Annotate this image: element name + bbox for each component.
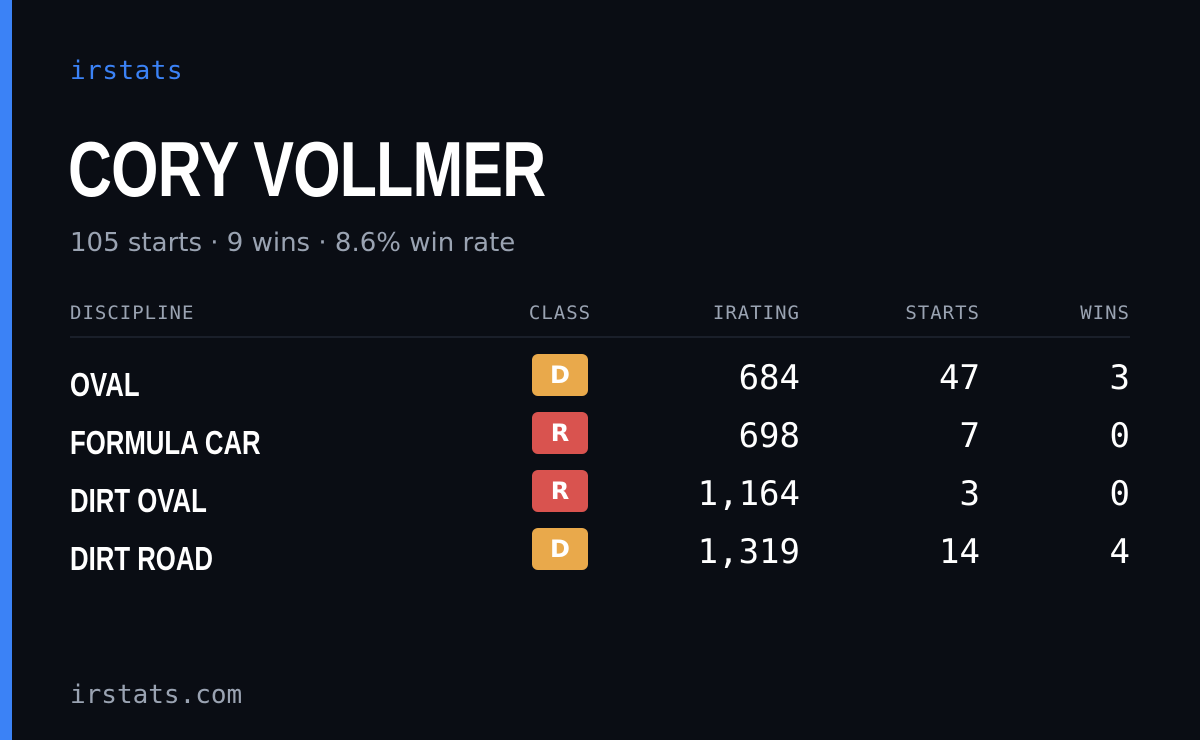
header-starts: STARTS xyxy=(905,302,980,324)
irating-value: 698 xyxy=(738,416,800,456)
discipline-name: DIRT ROAD xyxy=(70,540,213,577)
table-header: DISCIPLINE CLASS IRATING STARTS WINS xyxy=(70,296,1130,338)
starts-value: 7 xyxy=(959,416,980,456)
footer-url: irstats.com xyxy=(70,680,243,710)
starts-value: 47 xyxy=(939,358,980,398)
irating-value: 684 xyxy=(738,358,800,398)
wins-value: 0 xyxy=(1109,474,1130,514)
discipline-table: DISCIPLINE CLASS IRATING STARTS WINS OVA… xyxy=(70,296,1130,586)
header-wins: WINS xyxy=(1080,302,1130,324)
table-row: OVAL D 684 47 3 xyxy=(70,354,1130,412)
irating-value: 1,319 xyxy=(697,532,800,572)
wins-value: 4 xyxy=(1109,532,1130,572)
wins-value: 3 xyxy=(1109,358,1130,398)
class-badge: D xyxy=(532,354,588,396)
wins-value: 0 xyxy=(1109,416,1130,456)
table-row: DIRT ROAD D 1,319 14 4 xyxy=(70,528,1130,586)
class-badge: D xyxy=(532,528,588,570)
discipline-name: OVAL xyxy=(70,366,140,403)
header-discipline: DISCIPLINE xyxy=(70,302,195,324)
header-irating: IRATING xyxy=(712,302,800,324)
discipline-name: FORMULA CAR xyxy=(70,424,261,461)
class-badge: R xyxy=(532,470,588,512)
irating-value: 1,164 xyxy=(697,474,800,514)
starts-value: 3 xyxy=(959,474,980,514)
header-class: CLASS xyxy=(528,302,592,324)
driver-summary: 105 starts · 9 wins · 8.6% win rate xyxy=(70,228,516,258)
table-body: OVAL D 684 47 3 FORMULA CAR R 698 7 0 DI… xyxy=(70,354,1130,586)
class-badge: R xyxy=(532,412,588,454)
brand-logo-text: irstats xyxy=(70,56,184,86)
accent-bar xyxy=(0,0,12,740)
driver-name: CORY VOLLMER xyxy=(68,125,546,213)
discipline-name: DIRT OVAL xyxy=(70,482,207,519)
table-row: DIRT OVAL R 1,164 3 0 xyxy=(70,470,1130,528)
table-row: FORMULA CAR R 698 7 0 xyxy=(70,412,1130,470)
starts-value: 14 xyxy=(939,532,980,572)
